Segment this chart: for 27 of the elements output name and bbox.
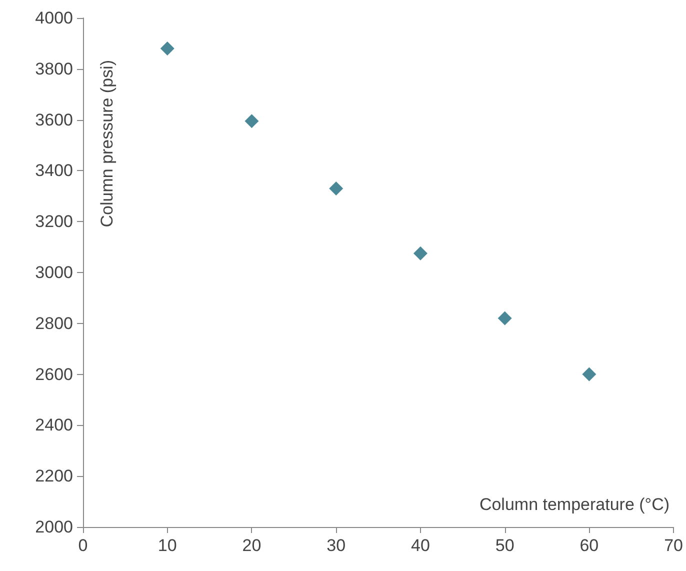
y-tick-label: 2800 (35, 314, 73, 333)
x-tick-label: 30 (326, 536, 346, 555)
x-tick-label: 60 (580, 536, 599, 555)
y-tick-label: 3200 (35, 212, 73, 232)
y-tick-label: 3600 (35, 110, 73, 130)
x-axis-title: Column temperature (°C) (479, 495, 670, 514)
y-axis-title: Column pressure (psi) (98, 60, 116, 228)
y-tick-label: 3800 (35, 59, 73, 78)
x-tick-label: 70 (664, 536, 684, 555)
y-tick-label: 2200 (35, 466, 73, 486)
x-tick-label: 40 (410, 536, 430, 555)
y-tick-label: 2000 (35, 518, 73, 536)
point (582, 367, 596, 382)
y-tick-label: 4000 (35, 8, 73, 28)
y-tick-label: 2600 (35, 364, 73, 384)
point (160, 42, 174, 56)
y-tick-label: 3000 (35, 263, 73, 282)
point (329, 182, 344, 196)
x-tick-label: 0 (78, 536, 88, 555)
point (498, 311, 512, 326)
point (413, 246, 428, 260)
x-tick-label: 20 (242, 536, 262, 555)
point (244, 114, 259, 128)
y-tick-label: 3400 (35, 161, 73, 180)
x-tick-label: 50 (495, 536, 514, 555)
y-tick-label: 2400 (35, 416, 73, 435)
x-tick-label: 10 (158, 536, 177, 555)
